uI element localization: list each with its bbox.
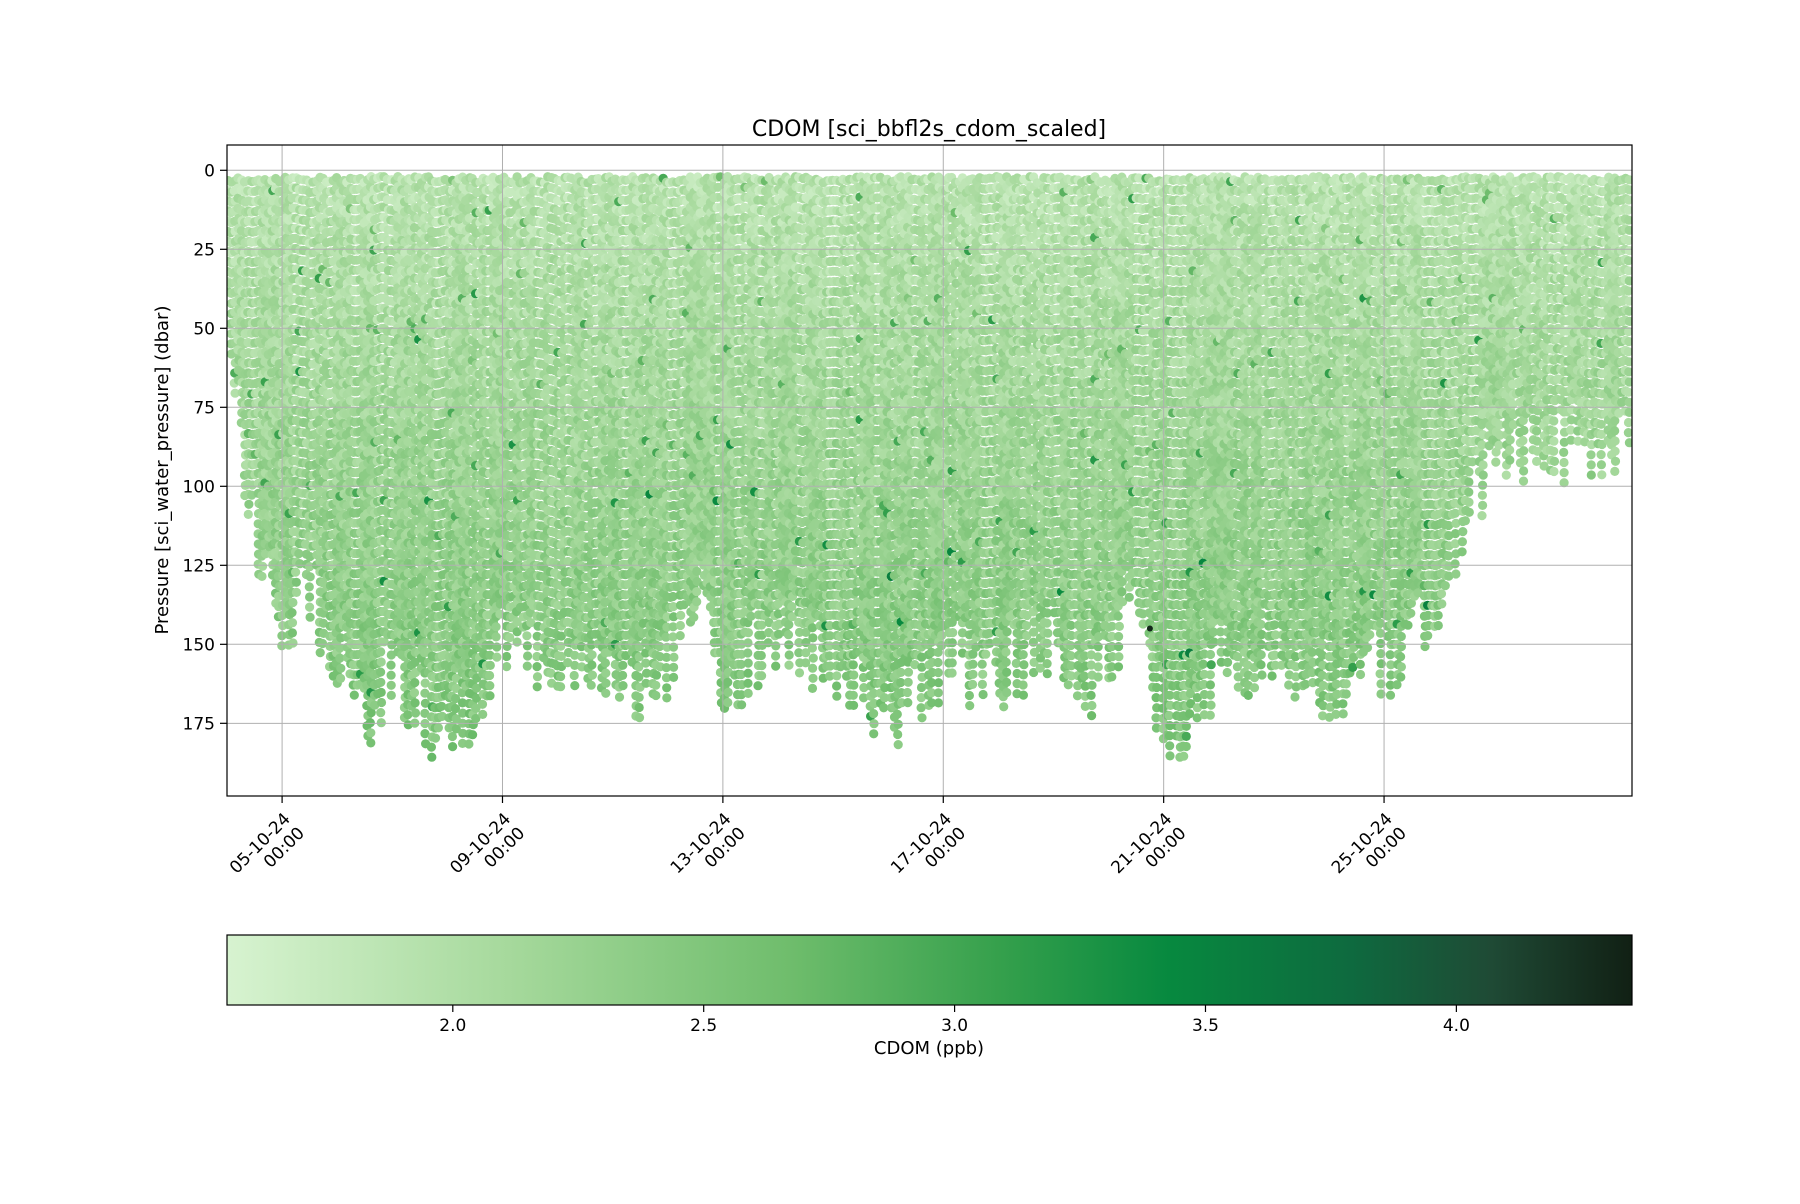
scatter-point bbox=[523, 651, 533, 661]
scatter-point bbox=[478, 709, 488, 720]
scatter-point bbox=[522, 661, 532, 671]
scatter-point bbox=[305, 572, 315, 582]
scatter-point bbox=[386, 670, 396, 680]
scatter-point bbox=[556, 672, 566, 682]
scatter-point bbox=[556, 682, 566, 692]
scatter-point bbox=[287, 608, 297, 618]
scatter-point bbox=[305, 592, 315, 602]
scatter-point bbox=[304, 582, 314, 592]
scatter-point bbox=[376, 697, 387, 708]
scatter-point bbox=[349, 690, 359, 700]
scatter-point bbox=[485, 660, 495, 671]
scatter-point bbox=[315, 648, 325, 658]
scatter-point bbox=[365, 718, 375, 728]
scatter-point bbox=[386, 680, 396, 690]
scatter-point bbox=[409, 688, 420, 698]
scatter-point bbox=[502, 651, 512, 662]
scatter-point bbox=[376, 677, 386, 687]
scatter-point bbox=[336, 673, 346, 684]
scatter-point bbox=[426, 742, 436, 752]
scatter-point bbox=[448, 742, 458, 752]
scatter-point bbox=[376, 687, 386, 698]
scatter-point bbox=[376, 647, 386, 657]
scatter-point bbox=[291, 567, 301, 577]
scatter-point bbox=[257, 571, 267, 582]
scatter-point bbox=[336, 663, 346, 673]
scatter-point bbox=[522, 641, 533, 651]
scatter-point bbox=[291, 577, 301, 587]
scatter-point bbox=[532, 672, 543, 682]
scatter-point bbox=[305, 612, 315, 622]
scatter-point bbox=[403, 710, 413, 720]
scatter-point bbox=[427, 752, 437, 762]
chart-title: CDOM [sci_bbfl2s_cdom_scaled] bbox=[752, 117, 1106, 142]
scatter-point bbox=[366, 728, 376, 738]
scatter-point bbox=[468, 730, 478, 740]
scatter-point bbox=[512, 637, 522, 647]
scatter-point bbox=[570, 681, 580, 691]
scatter-point bbox=[258, 561, 268, 571]
scatter-points bbox=[227, 172, 1632, 762]
scatter-point bbox=[491, 622, 501, 632]
scatter-point bbox=[492, 642, 502, 652]
scatter-point bbox=[410, 708, 421, 718]
scatter-point bbox=[502, 641, 512, 652]
scatter-point bbox=[433, 723, 443, 733]
scatter-point bbox=[532, 662, 542, 672]
scatter-point bbox=[492, 652, 502, 662]
scatter-point bbox=[386, 660, 396, 670]
scatter-point bbox=[288, 597, 298, 608]
scatter-point bbox=[502, 662, 512, 672]
scatter-point bbox=[291, 587, 302, 598]
scatter-point bbox=[464, 739, 474, 749]
scatter-point bbox=[485, 691, 495, 701]
scatter-point bbox=[288, 638, 298, 648]
scatter-point bbox=[491, 632, 501, 642]
scatter-point bbox=[410, 678, 420, 688]
scatter-point bbox=[287, 618, 298, 628]
scatter-point bbox=[485, 670, 495, 681]
scatter-point bbox=[376, 667, 386, 677]
scatter-point bbox=[522, 631, 532, 641]
scatter-point bbox=[485, 681, 495, 691]
scatter-point bbox=[477, 699, 488, 709]
scatter-point bbox=[366, 738, 376, 748]
scatter-point bbox=[376, 708, 386, 718]
scatter-point bbox=[376, 657, 386, 667]
scatter-point bbox=[287, 628, 297, 638]
scatter-point bbox=[532, 682, 542, 692]
scatter-point bbox=[430, 733, 441, 743]
scatter-point bbox=[569, 670, 579, 681]
scatter-point bbox=[230, 388, 240, 398]
scatter-point bbox=[244, 499, 254, 509]
scatter-point bbox=[410, 698, 420, 708]
scatter-point bbox=[305, 602, 315, 612]
scatter-point bbox=[386, 690, 396, 701]
scatter-point bbox=[243, 509, 253, 519]
scatter-point bbox=[376, 718, 386, 728]
